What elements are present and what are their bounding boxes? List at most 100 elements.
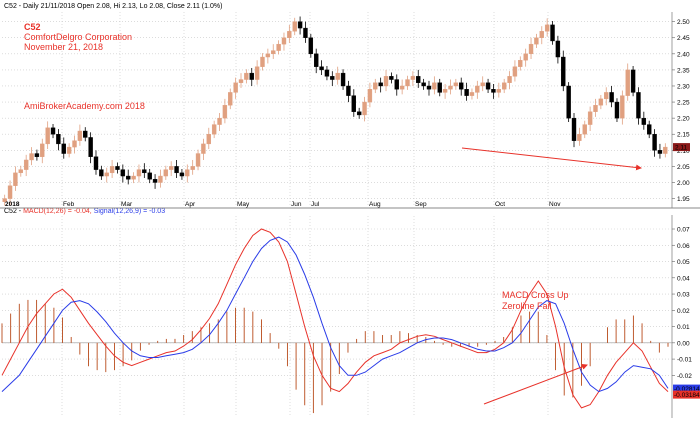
candle-body (518, 60, 523, 67)
candle-body (464, 88, 469, 96)
candle-body (228, 92, 233, 106)
candle-body (88, 137, 93, 157)
candle-body (587, 111, 593, 125)
price-tick-label: 2.30 (677, 83, 690, 90)
candle-body (410, 76, 416, 80)
candle-body (416, 76, 421, 83)
candle-body (523, 53, 528, 61)
candle-body (179, 172, 185, 177)
candle-body (373, 82, 378, 90)
candle-body (652, 134, 657, 151)
candle-body (190, 166, 195, 170)
price-tick-label: 2.00 (677, 180, 690, 187)
candle-body (480, 82, 485, 87)
macd-tick-label: 0.03 (677, 292, 690, 299)
candle-body (77, 130, 83, 141)
annotation-company: ComfortDelgro Corporation (24, 32, 132, 42)
candle-body (577, 134, 582, 141)
candle-body (598, 98, 604, 106)
price-tick-label: 2.05 (677, 164, 690, 171)
candle-body (442, 88, 448, 93)
candle-body (115, 166, 120, 170)
candle-body (281, 37, 287, 45)
grid (2, 12, 672, 416)
price-candles (2, 16, 668, 206)
candle-body (287, 31, 292, 38)
candle-body (335, 72, 340, 80)
month-tick-label: Jun (291, 201, 302, 208)
candle-body (528, 43, 534, 55)
price-tick-label: 2.15 (677, 132, 690, 139)
annotation-zeroline: Zeroline Fail (502, 301, 552, 311)
candle-body (421, 82, 426, 87)
annotation-site: AmiBrokerAcademy.com 2018 (24, 101, 145, 111)
price-tick-label: 2.45 (677, 35, 690, 42)
candle-body (99, 169, 104, 177)
annotation-macd-cross: MACD Cross Up (502, 290, 569, 300)
candle-body (507, 76, 512, 83)
candle-body (50, 127, 56, 135)
price-tick-label: 2.35 (677, 67, 690, 74)
price-header: C52 - Daily 21/11/2018 Open 2.08, Hi 2.1… (4, 3, 222, 10)
candle-body (657, 150, 663, 154)
candle-body (534, 37, 539, 45)
candle-body (303, 27, 308, 38)
price-tick-label: 2.50 (677, 19, 690, 26)
candle-body (45, 127, 50, 145)
candle-body (469, 92, 475, 96)
candle-body (501, 82, 507, 90)
candle-body (211, 124, 217, 135)
candle-body (276, 43, 281, 51)
candle-body (238, 79, 244, 83)
candle-body (152, 179, 158, 183)
candle-body (351, 95, 356, 112)
month-tick-label: Jul (311, 201, 320, 208)
price-tick-label: 2.40 (677, 51, 690, 58)
candle-body (217, 117, 222, 125)
candle-body (13, 172, 18, 186)
signal-label: Signal(12,26,9) = -0.03 (94, 208, 166, 215)
candle-body (271, 50, 276, 55)
price-tick-label: 2.10 (677, 148, 690, 155)
month-tick-label: May (237, 201, 250, 208)
candle-body (330, 76, 335, 80)
candle-body (475, 85, 480, 93)
candle-body (61, 143, 66, 154)
candle-body (23, 159, 29, 170)
candle-body (136, 169, 142, 177)
candle-body (142, 169, 147, 174)
month-tick-label: Oct (495, 201, 505, 208)
axis-labels: 2018 Feb Mar Apr May Jun Jul Aug Sep Oct Nov 1.95 2.… (5, 19, 700, 399)
signal-line (1, 236, 669, 393)
annotation-date: November 21, 2018 (24, 42, 103, 52)
last-close-marker (673, 143, 690, 152)
candle-body (539, 31, 544, 38)
macd-value-label: -0.02814 (674, 386, 700, 393)
candle-body (437, 82, 442, 93)
annotation-symbol: C52 (24, 22, 41, 32)
candle-body (448, 85, 453, 90)
macd-line (1, 228, 669, 409)
candle-body (29, 153, 34, 161)
macd-histogram (1, 299, 669, 414)
signal-value-tag (673, 390, 700, 399)
candle-body (593, 105, 598, 112)
candle-body (93, 156, 99, 170)
candle-body (544, 24, 550, 32)
candle-body (222, 105, 228, 119)
candle-body (120, 169, 126, 177)
month-tick-label: Nov (549, 201, 561, 208)
macd-label: MACD(12,26) = -0.04, (23, 208, 92, 215)
candle-body (405, 79, 410, 87)
candle-body (201, 143, 206, 154)
macd-tick-label: 0.04 (677, 275, 690, 282)
candle-body (126, 175, 131, 180)
macd-tick-label: 0.06 (677, 243, 690, 250)
month-tick-label: Aug (369, 201, 381, 208)
candle-body (641, 117, 647, 125)
candle-body (630, 69, 636, 93)
candle-body (432, 82, 437, 90)
candle-body (340, 72, 346, 87)
candle-body (582, 124, 587, 135)
candle-body (308, 37, 314, 55)
